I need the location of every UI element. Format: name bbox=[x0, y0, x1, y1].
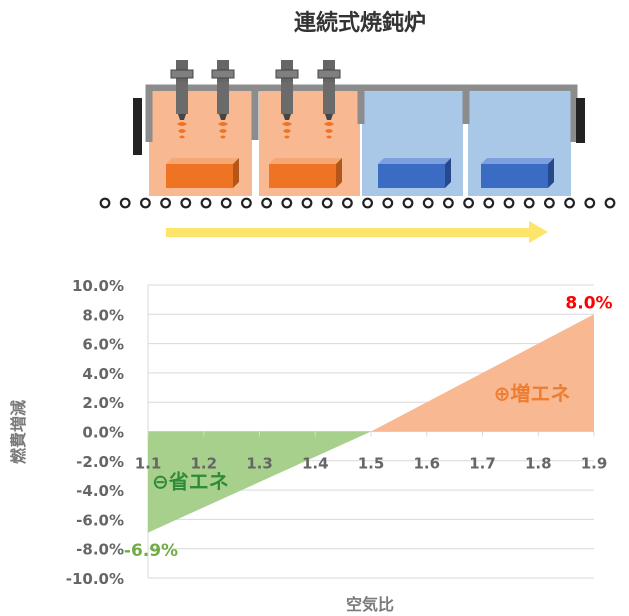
y-tick-label: -6.0% bbox=[76, 511, 124, 529]
burner-icon bbox=[170, 60, 194, 139]
chart: 1.1 1.2 1.3 1.4 1.5 1.6 1.7 1.8 1.9 10.0% 8.0% 6.0… bbox=[9, 277, 613, 614]
min-value-label: -6.9% bbox=[124, 541, 178, 561]
burner-icon bbox=[275, 60, 299, 139]
burner-icon bbox=[211, 60, 235, 139]
roller bbox=[281, 197, 293, 209]
increase-area bbox=[371, 314, 594, 432]
x-tick-labels: 1.1 1.2 1.3 1.4 1.5 1.6 1.7 1.8 1.9 bbox=[135, 431, 608, 473]
roller bbox=[301, 197, 313, 209]
y-tick-label: -8.0% bbox=[76, 541, 124, 559]
x-axis-title: 空気比 bbox=[346, 595, 394, 614]
roller bbox=[342, 197, 353, 209]
roller bbox=[261, 197, 273, 209]
roller bbox=[321, 197, 333, 209]
y-tick-label: 2.0% bbox=[82, 394, 124, 412]
roller bbox=[402, 197, 414, 209]
x-tick-label: 1.5 bbox=[358, 455, 385, 473]
roller bbox=[220, 197, 232, 209]
roller bbox=[503, 197, 515, 209]
x-tick-label: 1.6 bbox=[413, 455, 440, 473]
roller bbox=[200, 197, 212, 209]
x-tick-label: 1.3 bbox=[246, 455, 273, 473]
y-tick-label: -4.0% bbox=[76, 482, 124, 500]
roller bbox=[544, 197, 555, 209]
roller bbox=[443, 197, 454, 209]
cool-block bbox=[378, 158, 451, 188]
hot-block bbox=[269, 158, 342, 188]
y-tick-label: 8.0% bbox=[82, 306, 124, 324]
x-tick-label: 1.2 bbox=[190, 455, 217, 473]
entry-door bbox=[133, 98, 142, 155]
y-tick-label: -2.0% bbox=[76, 453, 124, 471]
diagram-title: 連続式焼鈍炉 bbox=[294, 10, 426, 36]
furnace bbox=[133, 60, 585, 196]
y-tick-labels: 10.0% 8.0% 6.0% 4.0% 2.0% 0.0% -2.0% -4.0% -6.0%… bbox=[66, 277, 124, 588]
x-tick-label: 1.9 bbox=[581, 455, 608, 473]
roller bbox=[584, 197, 596, 209]
roller-row bbox=[99, 197, 616, 209]
roller bbox=[99, 197, 111, 209]
roller bbox=[240, 197, 252, 209]
x-tick-label: 1.8 bbox=[525, 455, 552, 473]
roller bbox=[139, 197, 151, 209]
roller bbox=[564, 197, 575, 209]
saving-label: ⊖省エネ bbox=[152, 470, 229, 494]
x-tick-label: 1.7 bbox=[469, 455, 496, 473]
increase-label: ⊕増エネ bbox=[494, 382, 571, 406]
roller bbox=[180, 197, 192, 209]
roller bbox=[604, 197, 616, 209]
saving-area bbox=[148, 431, 371, 533]
conveyor-arrow bbox=[166, 221, 548, 243]
roller bbox=[463, 197, 475, 209]
roller bbox=[483, 197, 495, 209]
burner-icon bbox=[317, 60, 341, 139]
roller bbox=[160, 197, 172, 209]
roller bbox=[422, 197, 434, 209]
exit-door bbox=[576, 98, 585, 143]
y-tick-label: 10.0% bbox=[72, 277, 124, 295]
hot-block bbox=[166, 158, 239, 188]
x-tick-label: 1.4 bbox=[302, 455, 329, 473]
cool-block bbox=[481, 158, 554, 188]
max-value-label: 8.0% bbox=[565, 293, 612, 313]
x-tick-label: 1.1 bbox=[135, 455, 162, 473]
y-tick-label: 0.0% bbox=[82, 424, 124, 442]
y-axis-title: 燃費増減 bbox=[9, 400, 28, 464]
roller bbox=[119, 197, 131, 209]
y-tick-label: -10.0% bbox=[66, 570, 124, 588]
roller bbox=[523, 197, 535, 209]
roller bbox=[382, 197, 394, 209]
roller bbox=[362, 197, 374, 209]
y-tick-label: 4.0% bbox=[82, 365, 124, 383]
y-tick-label: 6.0% bbox=[82, 336, 124, 354]
